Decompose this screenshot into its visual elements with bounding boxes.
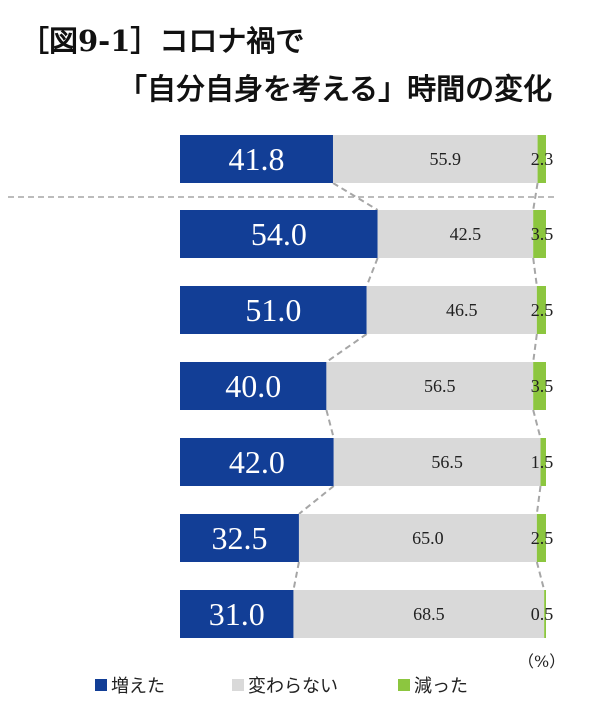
legend-item-unchanged: 変わらない [232,672,338,698]
value-label-group: 41.8 55.9 2.3 54.0 42.5 3.5 51.0 46.5 2.5 40.0 56.… [209,141,554,632]
value-label-increased-row-3: 51.0 [245,292,301,328]
chart-title-line-2: 「自分自身を考える」時間の変化 [118,72,553,106]
bar-segment-decreased-row-3 [536,286,546,334]
value-label-increased-row-6: 32.5 [211,520,267,556]
bar-segment-unchanged-row-2 [377,210,534,258]
value-label-unchanged-row-2: 42.5 [450,224,482,244]
bar-segment-unchanged-row-3 [366,286,537,334]
value-label-decreased-row-2: 3.5 [531,224,554,244]
bar-segment-unchanged-row-4 [326,362,534,410]
connector-lines [292,182,546,591]
legend-swatch-decreased [398,679,410,691]
connector-line-unchanged-2 [532,257,538,287]
bar-segment-unchanged-row-5 [333,438,541,486]
bar-segment-unchanged-row-6 [298,514,537,562]
bar-segment-increased-row-6 [180,514,299,562]
value-label-increased-row-2: 54.0 [251,216,307,252]
legend-label-unchanged: 変わらない [248,676,338,697]
value-label-unchanged-row-3: 46.5 [446,300,478,320]
value-label-unchanged-row-7: 68.5 [413,604,445,624]
bar-segment-decreased-row-2 [533,210,546,258]
connector-line-unchanged-3 [532,333,538,363]
legend-swatch-increased [95,679,107,691]
connector-line-unchanged-4 [532,409,542,439]
legend: 増えた 変わらない 減った [0,672,615,698]
connector-line-increased-5 [298,485,335,515]
connector-line-increased-1 [332,182,379,211]
legend-label-decreased: 減った [414,676,468,697]
unit-label: （%） [518,652,566,671]
bar-segment-unchanged-row-7 [293,590,545,638]
value-label-unchanged-row-1: 55.9 [430,149,462,169]
chart-title: ［図9‑1］コロナ禍で 「自分自身を考える」時間の変化 [20,22,600,108]
bar-segment-increased-row-3 [180,286,367,334]
connector-line-increased-2 [365,257,379,287]
value-label-decreased-row-7: 0.5 [531,604,554,624]
legend-label-increased: 増えた [111,676,165,697]
legend-swatch-unchanged [232,679,244,691]
bar-segment-increased-row-2 [180,210,378,258]
bar-segment-increased-row-5 [180,438,334,486]
legend-item-decreased: 減った [398,672,468,698]
bar-segment-increased-row-1 [180,135,333,183]
value-label-unchanged-row-4: 56.5 [424,376,456,396]
bar-segment-decreased-row-6 [536,514,546,562]
value-label-increased-row-1: 41.8 [228,141,284,177]
value-label-unchanged-row-5: 56.5 [431,452,463,472]
bar-group [180,135,546,638]
connector-line-unchanged-1 [532,182,539,211]
value-label-decreased-row-5: 1.5 [531,452,554,472]
value-label-decreased-row-4: 3.5 [531,376,554,396]
connector-line-unchanged-6 [535,561,546,591]
value-label-decreased-row-3: 2.5 [531,300,554,320]
chart-title-line-1: ［図9‑1］コロナ禍で [20,24,305,58]
legend-item-increased: 増えた [95,672,165,698]
value-label-increased-row-4: 40.0 [225,368,281,404]
connector-line-unchanged-5 [535,485,542,515]
bar-segment-decreased-row-5 [540,438,546,486]
value-label-unchanged-row-6: 65.0 [412,528,444,548]
bar-segment-decreased-row-7 [544,590,546,638]
connector-line-increased-3 [325,333,368,363]
bar-segment-unchanged-row-1 [332,135,538,183]
bar-segment-decreased-row-4 [533,362,546,410]
value-label-decreased-row-6: 2.5 [531,528,554,548]
bar-segment-increased-row-4 [180,362,327,410]
connector-line-increased-6 [292,561,300,591]
value-label-increased-row-5: 42.0 [229,444,285,480]
value-label-decreased-row-1: 2.3 [531,149,554,169]
connector-line-increased-4 [325,409,335,439]
bar-segment-decreased-row-1 [537,135,546,183]
bar-segment-increased-row-7 [180,590,294,638]
value-label-increased-row-7: 31.0 [209,596,265,632]
